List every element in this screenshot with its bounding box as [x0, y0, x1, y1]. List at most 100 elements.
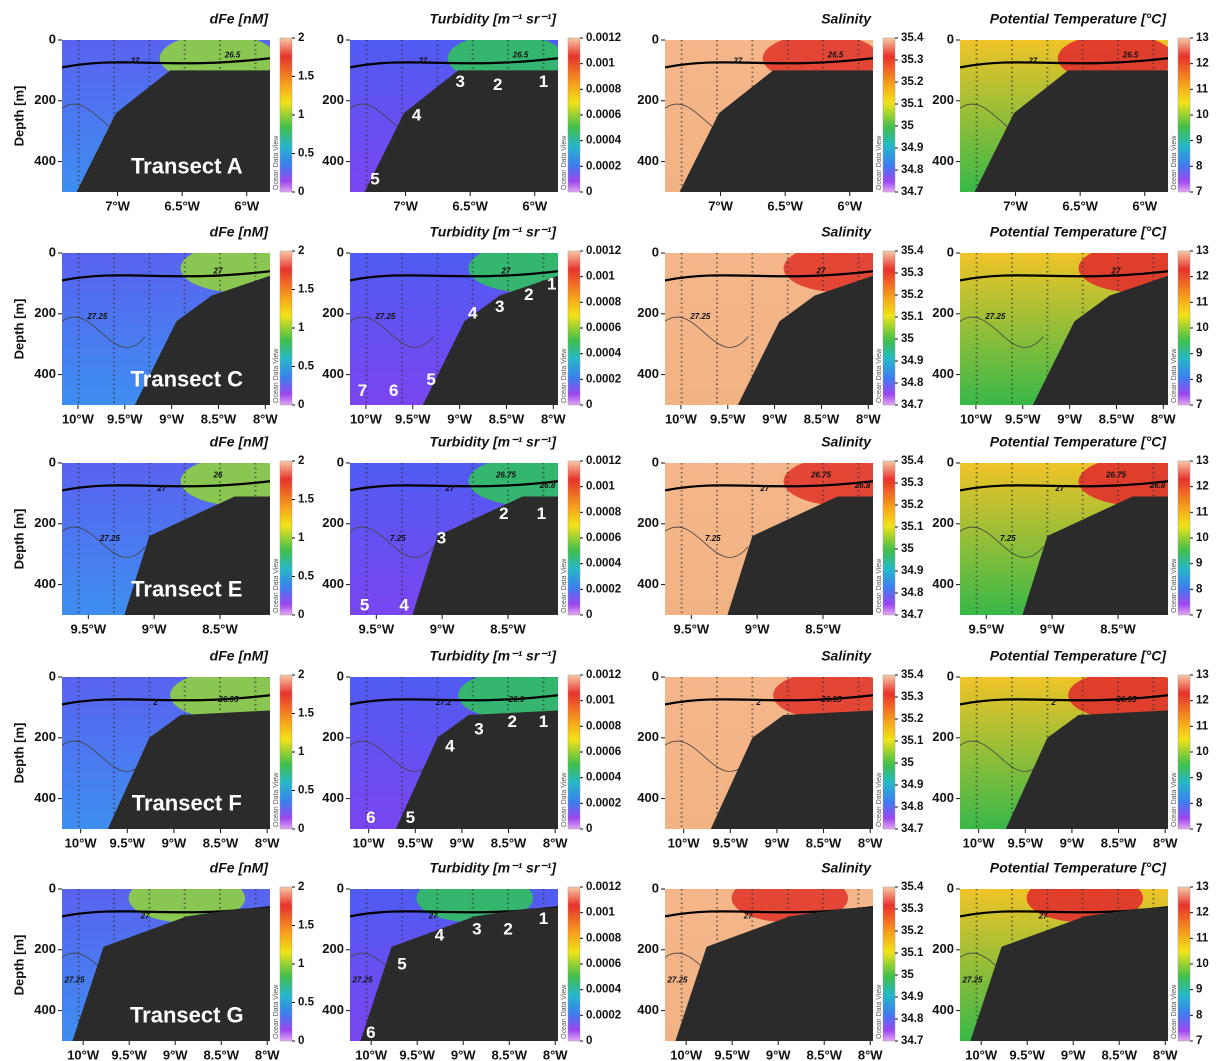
panel-title: dFe [nM]: [210, 11, 270, 27]
colorbar-tick-label: 0.001: [586, 58, 615, 70]
x-tick-label: 9.5°W: [1008, 835, 1044, 850]
y-tick-label: 0: [49, 880, 56, 895]
colorbar-tick-label: 0: [586, 823, 592, 835]
contour-label: 27.25: [63, 975, 85, 984]
x-tick-label: 8°W: [253, 411, 278, 426]
colorbar-tick-label: 0: [586, 186, 592, 198]
panel: 0 200 400 10°W 9.5°W 9°W 8.5°W 8°W Depth [m] dFe …: [11, 648, 314, 851]
panel-title: dFe [nM]: [210, 648, 270, 664]
y-tick-label: 400: [637, 576, 659, 591]
y-tick-label: 200: [932, 729, 954, 744]
colorbar-tick-label: 35.3: [901, 267, 923, 279]
isopycnal: [350, 57, 558, 69]
field: [960, 40, 1168, 192]
contour-label: 26.8: [539, 481, 556, 490]
x-tick-label: 9.5°W: [1009, 1047, 1045, 1061]
colorbar: [882, 674, 896, 830]
panel: 0 200 400 7°W 6.5°W 6°W Depth [m] dFe [nM] 0 0.5 1…: [11, 11, 314, 214]
colorbar-tick-label: 34.9: [901, 142, 923, 154]
x-tick-label: 8°W: [856, 411, 881, 426]
contour-label: 26.8: [1149, 481, 1166, 490]
isopycnal: [62, 480, 270, 492]
colorbar-tick-label: 35.1: [901, 311, 924, 323]
colorbar-tick-label: 35.1: [901, 98, 924, 110]
transect-label: Transect F: [132, 790, 242, 815]
station-label: 1: [539, 72, 548, 91]
colorbar-tick-label: 0.0012: [586, 455, 621, 467]
isopycnal-thin: [960, 316, 1044, 348]
x-tick-label: 9°W: [745, 621, 770, 636]
colorbar-tick-label: 7: [1196, 1035, 1202, 1047]
panel-title: Salinity: [821, 11, 872, 27]
colorbar-tick-label: 0.0006: [586, 746, 621, 758]
colorbar-tick-label: 0.0012: [586, 881, 621, 893]
bathymetry: [364, 70, 558, 192]
isopycnal: [62, 694, 270, 706]
colorbar-tick-label: 35.2: [901, 713, 923, 725]
bathymetry: [1032, 275, 1168, 405]
isopycnal: [665, 57, 873, 69]
station-label: 5: [360, 595, 369, 614]
colorbar: [567, 674, 581, 830]
colorbar-tick-label: 34.7: [901, 399, 923, 411]
colorbar-tick-label: 0.0008: [586, 83, 622, 95]
y-axis-label: Depth [m]: [11, 509, 26, 570]
y-tick-label: 0: [337, 668, 344, 683]
station-label: 3: [472, 920, 481, 939]
y-tick-label: 400: [637, 1002, 659, 1017]
x-tick-label: 9°W: [430, 621, 455, 636]
bathymetry: [679, 70, 873, 192]
contour-label: 26.95: [1115, 695, 1137, 704]
isopycnal: [960, 694, 1168, 706]
x-tick-label: 10°W: [668, 835, 701, 850]
contour-label: 26.95: [820, 695, 842, 704]
panel-title: dFe [nM]: [210, 860, 270, 876]
station-label: 3: [456, 72, 465, 91]
y-tick-label: 0: [337, 31, 344, 46]
x-tick-label: 10°W: [62, 411, 95, 426]
credit: Ocean Data View: [561, 984, 568, 1039]
colorbar: [882, 886, 896, 1042]
x-tick-label: 9°W: [762, 411, 787, 426]
y-tick-label: 200: [34, 941, 56, 956]
colorbar-tick-label: 8: [1196, 373, 1203, 385]
station-label: 4: [412, 105, 422, 124]
field: [350, 253, 558, 405]
y-tick-label: 200: [322, 941, 344, 956]
x-tick-label: 8.5°W: [1099, 411, 1135, 426]
contour-label: 27: [1038, 911, 1048, 920]
x-tick-label: 8°W: [543, 1047, 568, 1061]
colorbar-tick-label: 0.0002: [586, 373, 621, 385]
bathymetry: [124, 496, 270, 615]
y-tick-label: 200: [637, 515, 659, 530]
contour-label: 27: [1111, 266, 1121, 275]
y-tick-label: 200: [322, 92, 344, 107]
panel-title: Potential Temperature [°C]: [990, 11, 1168, 27]
colorbar-tick-label: 0.0008: [586, 506, 622, 518]
y-axis-label: Depth [m]: [11, 299, 26, 360]
isopycnal: [350, 480, 558, 492]
station-label: 1: [539, 909, 548, 928]
colorbar-tick-label: 13: [1196, 245, 1209, 257]
y-tick-label: 0: [337, 880, 344, 895]
colorbar: [567, 250, 581, 406]
colorbar-tick-label: 0.0004: [586, 348, 622, 360]
y-tick-label: 400: [932, 1002, 954, 1017]
colorbar-tick-label: 10: [1196, 322, 1209, 334]
colorbar-tick-label: 9: [1196, 348, 1202, 360]
credit: Ocean Data View: [876, 984, 883, 1039]
colorbar-tick-label: 34.7: [901, 609, 923, 621]
y-tick-label: 400: [322, 576, 344, 591]
credit: Ocean Data View: [876, 135, 883, 190]
x-tick-label: 8.5°W: [805, 621, 841, 636]
y-tick-label: 200: [34, 729, 56, 744]
isopycnal: [665, 694, 873, 706]
x-tick-label: 8.5°W: [1101, 1047, 1137, 1061]
x-tick-label: 8.5°W: [491, 1047, 527, 1061]
y-tick-label: 200: [932, 92, 954, 107]
y-tick-label: 200: [322, 515, 344, 530]
colorbar-tick-label: 0: [298, 186, 304, 198]
panel: 0 200 400 10°W 9.5°W 9°W 8.5°W 8°W Salinity 34.7 3…: [637, 860, 924, 1061]
colorbar-tick-label: 1.5: [298, 920, 315, 932]
colorbar-tick-label: 0.001: [586, 907, 615, 919]
